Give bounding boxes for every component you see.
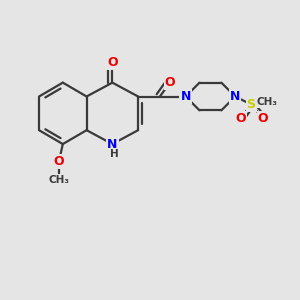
Text: O: O <box>236 112 247 125</box>
Text: O: O <box>107 56 118 69</box>
Text: O: O <box>164 76 175 89</box>
Text: O: O <box>258 112 268 125</box>
Text: CH₃: CH₃ <box>256 98 278 107</box>
Text: N: N <box>230 90 240 103</box>
Text: H: H <box>110 149 119 159</box>
Text: N: N <box>107 138 118 151</box>
Text: S: S <box>247 98 256 111</box>
Text: O: O <box>53 155 64 168</box>
Text: CH₃: CH₃ <box>48 175 69 185</box>
Text: N: N <box>181 90 191 103</box>
